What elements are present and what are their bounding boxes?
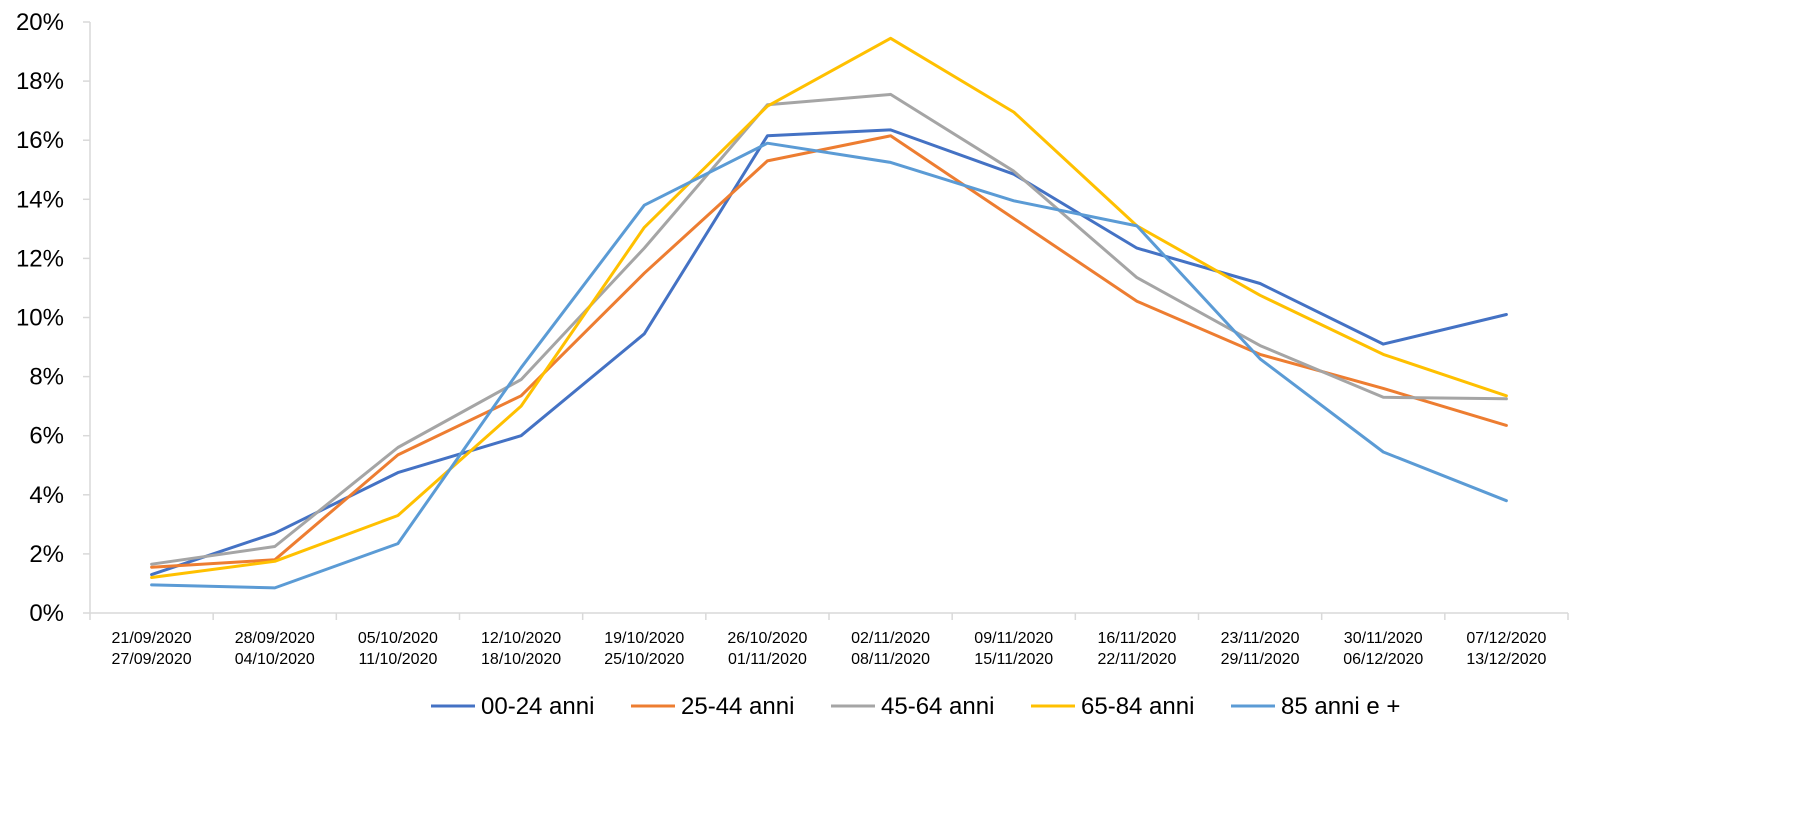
x-tick-label: 07/12/2020 13/12/2020: [1466, 630, 1546, 668]
legend-label-3: 45-64 anni: [881, 693, 994, 720]
x-tick-label: 19/10/2020 25/10/2020: [604, 630, 684, 668]
y-tick-label: 14%: [16, 186, 64, 213]
x-tick-label: 21/09/2020 27/09/2020: [112, 630, 192, 668]
y-tick-label: 2%: [29, 541, 64, 568]
x-tick-label: 02/11/2020 08/11/2020: [851, 630, 930, 668]
y-tick-label: 0%: [29, 600, 64, 627]
series-line-1: [150, 128, 1508, 577]
y-tick-label: 8%: [29, 364, 64, 391]
y-tick-label: 10%: [16, 305, 64, 332]
y-tick-label: 20%: [16, 9, 64, 36]
x-tick-label: 05/10/2020 11/10/2020: [358, 630, 438, 668]
x-tick-label: 30/11/2020 06/12/2020: [1343, 630, 1423, 668]
x-tick-label: 26/10/2020 01/11/2020: [727, 630, 807, 668]
y-tick-label: 4%: [29, 482, 64, 509]
y-tick-label: 18%: [16, 68, 64, 95]
series-layer: [150, 36, 1508, 590]
x-tick-label: 23/11/2020 29/11/2020: [1221, 630, 1300, 668]
y-tick-label: 12%: [16, 245, 64, 272]
series-line-2: [150, 134, 1508, 569]
legend-label-5: 85 anni e +: [1281, 693, 1400, 720]
x-tick-label: 09/11/2020 15/11/2020: [974, 630, 1053, 668]
series-line-5: [150, 141, 1508, 590]
series-line-4: [150, 36, 1508, 579]
axes: 0% 2% 4% 6% 8% 10% 12% 14% 16% 18% 20% 21/09/2020 27…: [16, 9, 1569, 668]
legend-label-2: 25-44 anni: [681, 693, 794, 720]
legend: 00-24 anni 25-44 anni 45-64 anni 65-84 anni…: [431, 693, 1400, 720]
x-tick-label: 12/10/2020 18/10/2020: [481, 630, 561, 668]
x-tick-label: 16/11/2020 22/11/2020: [1097, 630, 1176, 668]
legend-label-1: 00-24 anni: [481, 693, 594, 720]
series-line-3: [150, 92, 1508, 566]
y-tick-label: 16%: [16, 127, 64, 154]
y-tick-label: 6%: [29, 423, 64, 450]
x-tick-label: 28/09/2020 04/10/2020: [235, 630, 315, 668]
legend-label-4: 65-84 anni: [1081, 693, 1194, 720]
